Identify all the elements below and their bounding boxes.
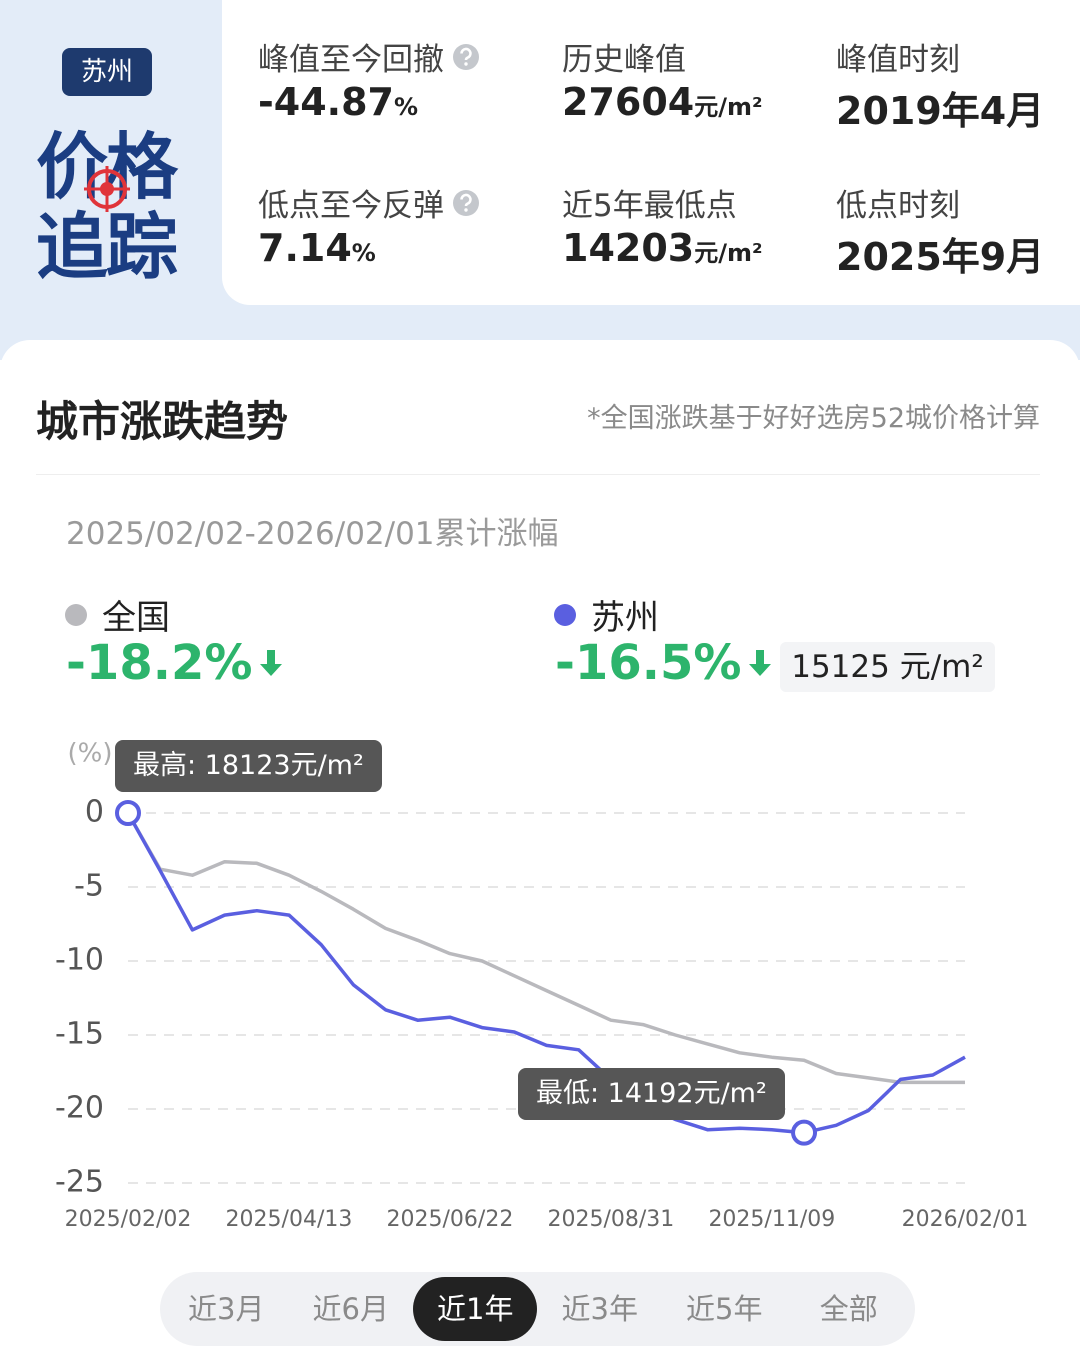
help-icon[interactable] bbox=[452, 43, 480, 71]
stat-unit: 元/m² bbox=[694, 239, 763, 267]
logo-target bbox=[84, 166, 130, 212]
header: 苏州 价格 追踪 峰值至今回撤 -44.87% 历史峰值 27604元/m² 峰… bbox=[0, 0, 1080, 360]
down-arrow bbox=[260, 650, 283, 676]
section-note: *全国涨跌基于好好选房52城价格计算 bbox=[587, 403, 1040, 434]
stat-label: 近5年最低点 bbox=[562, 188, 737, 224]
stat-label: 峰值时刻 bbox=[836, 42, 960, 78]
change-value: -16.5% bbox=[555, 635, 742, 691]
stat-label-text: 低点至今反弹 bbox=[258, 188, 444, 224]
y-tick-label: -10 bbox=[55, 943, 104, 978]
stat-label-text: 峰值至今回撤 bbox=[258, 42, 444, 78]
range-tab[interactable]: 近5年 bbox=[686, 1292, 763, 1326]
range-tab[interactable]: 近1年 bbox=[413, 1277, 538, 1341]
change: -16.5% bbox=[555, 635, 773, 691]
stat-value: -44.87% bbox=[258, 80, 418, 124]
stat-number: 27604 bbox=[562, 80, 695, 124]
y-tick-label: -5 bbox=[74, 869, 104, 904]
stat-unit: % bbox=[351, 239, 376, 267]
stat-value: 27604元/m² bbox=[562, 80, 763, 124]
change-value: -18.2% bbox=[66, 635, 253, 691]
stat-label: 历史峰值 bbox=[562, 42, 686, 78]
stat-label: 低点至今反弹 bbox=[258, 180, 480, 225]
range-tab[interactable]: 近3年 bbox=[561, 1292, 638, 1326]
legend-dot bbox=[65, 603, 87, 626]
x-tick-label: 2026/02/01 bbox=[902, 1207, 1029, 1232]
legend-dot bbox=[554, 603, 576, 626]
change: -18.2% bbox=[66, 635, 284, 691]
stat-unit: 元/m² bbox=[694, 93, 763, 121]
range-tab[interactable]: 全部 bbox=[819, 1292, 878, 1326]
y-unit-label: (%) bbox=[68, 739, 113, 769]
x-tick-label: 2025/02/02 bbox=[65, 1207, 192, 1232]
highlight-point bbox=[115, 800, 141, 826]
tooltip: 最低: 14192元/m² bbox=[518, 1068, 785, 1120]
price-box: 15125 元/m² bbox=[780, 642, 995, 692]
highlight-point bbox=[791, 1119, 818, 1146]
logo-text: 追踪 bbox=[36, 205, 178, 289]
y-tick-label: -20 bbox=[55, 1091, 104, 1126]
stat-label: 低点时刻 bbox=[836, 188, 960, 224]
stat-value: 2019年4月 bbox=[836, 89, 1045, 133]
stat-number: 7.14 bbox=[258, 226, 352, 270]
line-chart: (%) 0 -5 -10 -15 -20 -25 2025/02/02 2025/04/13 2… bbox=[55, 739, 1029, 1233]
x-tick-label: 2025/06/22 bbox=[387, 1207, 514, 1232]
stat-value: 14203元/m² bbox=[562, 226, 763, 270]
tooltip: 最高: 18123元/m² bbox=[115, 740, 382, 792]
section-title: 城市涨跌趋势 bbox=[36, 397, 289, 446]
legend-item: 全国 bbox=[64, 590, 170, 639]
range-label: 2025/02/02-2026/02/01累计涨幅 bbox=[66, 516, 559, 552]
x-tick-label: 2025/04/13 bbox=[226, 1207, 353, 1232]
stat-label: 峰值至今回撤 bbox=[258, 34, 480, 79]
city-badge: 苏州 bbox=[62, 48, 152, 96]
legend-label: 全国 bbox=[102, 598, 170, 638]
down-arrow bbox=[749, 650, 772, 676]
x-tick-label: 2025/08/31 bbox=[547, 1207, 674, 1232]
legend-label: 苏州 bbox=[591, 598, 659, 638]
stat-unit: % bbox=[393, 93, 419, 121]
divider bbox=[36, 474, 1040, 475]
range-tabs: 近3月 近6月 近1年 近3年 近5年 全部 bbox=[160, 1272, 915, 1346]
range-tab[interactable]: 近6月 bbox=[312, 1292, 389, 1326]
series-line bbox=[126, 812, 965, 1085]
legend-item: 苏州 bbox=[553, 590, 659, 639]
series-line bbox=[126, 812, 966, 1135]
stat-number: -44.87 bbox=[258, 80, 394, 124]
stats-card: 峰值至今回撤 -44.87% 历史峰值 27604元/m² 峰值时刻 2019年… bbox=[222, 0, 1080, 305]
y-tick-label: -25 bbox=[55, 1165, 104, 1200]
stat-value: 2025年9月 bbox=[836, 235, 1045, 279]
x-tick-label: 2025/11/09 bbox=[708, 1207, 835, 1232]
stat-value: 7.14% bbox=[258, 226, 376, 270]
y-tick-label: 0 bbox=[85, 795, 104, 830]
trend-card: 城市涨跌趋势 *全国涨跌基于好好选房52城价格计算 2025/02/02-202… bbox=[0, 340, 1080, 1358]
range-tab[interactable]: 近3月 bbox=[188, 1292, 265, 1326]
help-icon[interactable] bbox=[452, 189, 480, 217]
y-tick-label: -15 bbox=[55, 1017, 104, 1052]
stat-number: 14203 bbox=[562, 226, 695, 270]
